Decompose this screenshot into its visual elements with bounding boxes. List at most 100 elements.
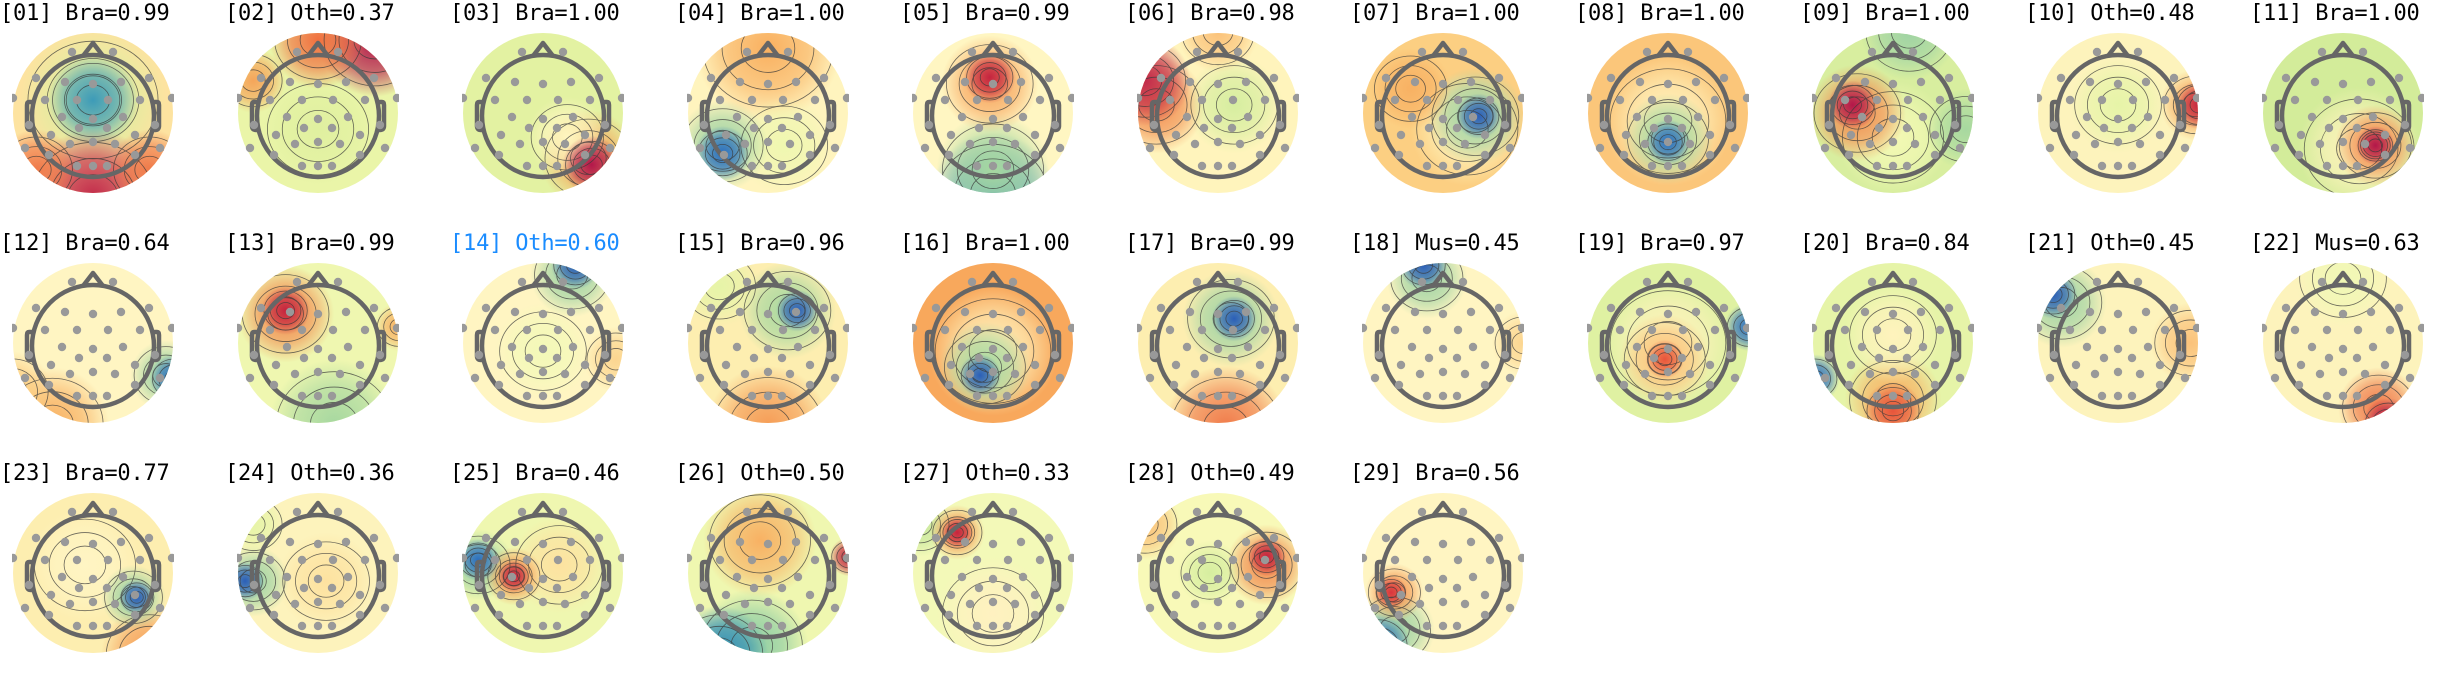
nose-icon: [81, 270, 105, 288]
component-panel-07: [07] Bra=1.00: [1350, 0, 1575, 230]
component-panel-28: [28] Oth=0.49: [1125, 460, 1350, 690]
component-panel-08: [08] Bra=1.00: [1575, 0, 1800, 230]
topomap: [1587, 33, 1749, 193]
component-panel-29: [29] Bra=0.56: [1350, 460, 1575, 690]
component-label: [11] Bra=1.00: [2250, 1, 2420, 26]
electrode-dots: [1137, 47, 1299, 171]
topomap: [687, 33, 849, 193]
topomap: [12, 263, 174, 423]
component-panel-09: [09] Bra=1.00: [1800, 0, 2025, 230]
component-panel-22: [22] Mus=0.63: [2250, 230, 2438, 460]
component-panel-20: [20] Bra=0.84: [1800, 230, 2025, 460]
component-panel-16: [16] Bra=1.00: [900, 230, 1125, 460]
component-label: [08] Bra=1.00: [1575, 1, 1745, 26]
electrode-dots: [12, 507, 174, 631]
electrode-dots: [462, 47, 624, 171]
electrode-dots: [687, 47, 849, 171]
nose-icon: [2106, 270, 2130, 288]
component-label: [12] Bra=0.64: [0, 231, 170, 256]
head-outline-icon: [699, 500, 837, 640]
head-outline-icon: [2049, 40, 2187, 180]
topomap: [912, 493, 1074, 653]
head-outline-icon: [1599, 40, 1737, 180]
nose-icon: [756, 270, 780, 288]
component-panel-21: [21] Oth=0.45: [2025, 230, 2250, 460]
topomap: [912, 33, 1074, 193]
head-outline-icon: [1374, 270, 1512, 410]
component-label: [16] Bra=1.00: [900, 231, 1070, 256]
electrode-dots: [912, 277, 1074, 401]
topomap: [687, 493, 849, 653]
electrode-dots: [462, 507, 624, 631]
nose-icon: [81, 500, 105, 518]
head-outline-icon: [1599, 270, 1737, 410]
topomap: [2262, 263, 2424, 423]
topomap: [1137, 263, 1299, 423]
electrode-dots: [1812, 47, 1974, 171]
component-label: [22] Mus=0.63: [2250, 231, 2420, 256]
head-outline-icon: [924, 500, 1062, 640]
component-label: [24] Oth=0.36: [225, 461, 395, 486]
component-panel-04: [04] Bra=1.00: [675, 0, 900, 230]
contour-lines: [1813, 33, 1973, 184]
component-label: [25] Bra=0.46: [450, 461, 620, 486]
component-label: [26] Oth=0.50: [675, 461, 845, 486]
topomap: [462, 263, 624, 423]
component-label: [03] Bra=1.00: [450, 1, 620, 26]
head-outline-icon: [24, 40, 162, 180]
nose-icon: [2331, 40, 2355, 58]
nose-icon: [1656, 40, 1680, 58]
nose-icon: [1431, 40, 1455, 58]
component-label: [17] Bra=0.99: [1125, 231, 1295, 256]
component-label: [21] Oth=0.45: [2025, 231, 2195, 256]
component-label: [15] Bra=0.96: [675, 231, 845, 256]
electrode-dots: [12, 277, 174, 401]
component-panel-10: [10] Oth=0.48: [2025, 0, 2250, 230]
head-outline-icon: [1374, 40, 1512, 180]
nose-icon: [1881, 40, 1905, 58]
nose-icon: [1206, 500, 1230, 518]
component-label: [09] Bra=1.00: [1800, 1, 1970, 26]
component-label: [18] Mus=0.45: [1350, 231, 1520, 256]
head-outline-icon: [2274, 40, 2412, 180]
electrode-dots: [1362, 277, 1524, 401]
topomap: [12, 493, 174, 653]
head-outline-icon: [249, 500, 387, 640]
head-outline-icon: [1149, 270, 1287, 410]
component-label: [01] Bra=0.99: [0, 1, 170, 26]
head-outline-icon: [24, 500, 162, 640]
component-label: [06] Bra=0.98: [1125, 1, 1295, 26]
component-panel-23: [23] Bra=0.77: [0, 460, 225, 690]
electrode-dots: [1812, 277, 1974, 401]
component-label: [28] Oth=0.49: [1125, 461, 1295, 486]
nose-icon: [531, 40, 555, 58]
topomap-grid: [01] Bra=0.99 [02] Oth=0.37 [03] Bra=1.0…: [0, 0, 2438, 653]
topomap: [462, 493, 624, 653]
nose-icon: [1656, 270, 1680, 288]
component-label: [13] Bra=0.99: [225, 231, 395, 256]
topomap: [1137, 33, 1299, 193]
electrode-dots: [687, 507, 849, 631]
component-label: [04] Bra=1.00: [675, 1, 845, 26]
component-panel-02: [02] Oth=0.37: [225, 0, 450, 230]
head-outline-icon: [249, 40, 387, 180]
electrode-dots: [1137, 277, 1299, 401]
head-outline-icon: [249, 270, 387, 410]
topomap: [2262, 33, 2424, 193]
electrode-dots: [1587, 277, 1749, 401]
component-panel-12: [12] Bra=0.64: [0, 230, 225, 460]
electrode-dots: [462, 277, 624, 401]
topomap: [237, 33, 399, 193]
component-panel-01: [01] Bra=0.99: [0, 0, 225, 230]
head-outline-icon: [1149, 500, 1287, 640]
topomap: [1812, 263, 1974, 423]
nose-icon: [306, 270, 330, 288]
topomap: [237, 263, 399, 423]
nose-icon: [1431, 270, 1455, 288]
component-label: [23] Bra=0.77: [0, 461, 170, 486]
nose-icon: [81, 40, 105, 58]
component-label: [10] Oth=0.48: [2025, 1, 2195, 26]
topomap: [1137, 493, 1299, 653]
topomap: [1362, 493, 1524, 653]
nose-icon: [531, 270, 555, 288]
